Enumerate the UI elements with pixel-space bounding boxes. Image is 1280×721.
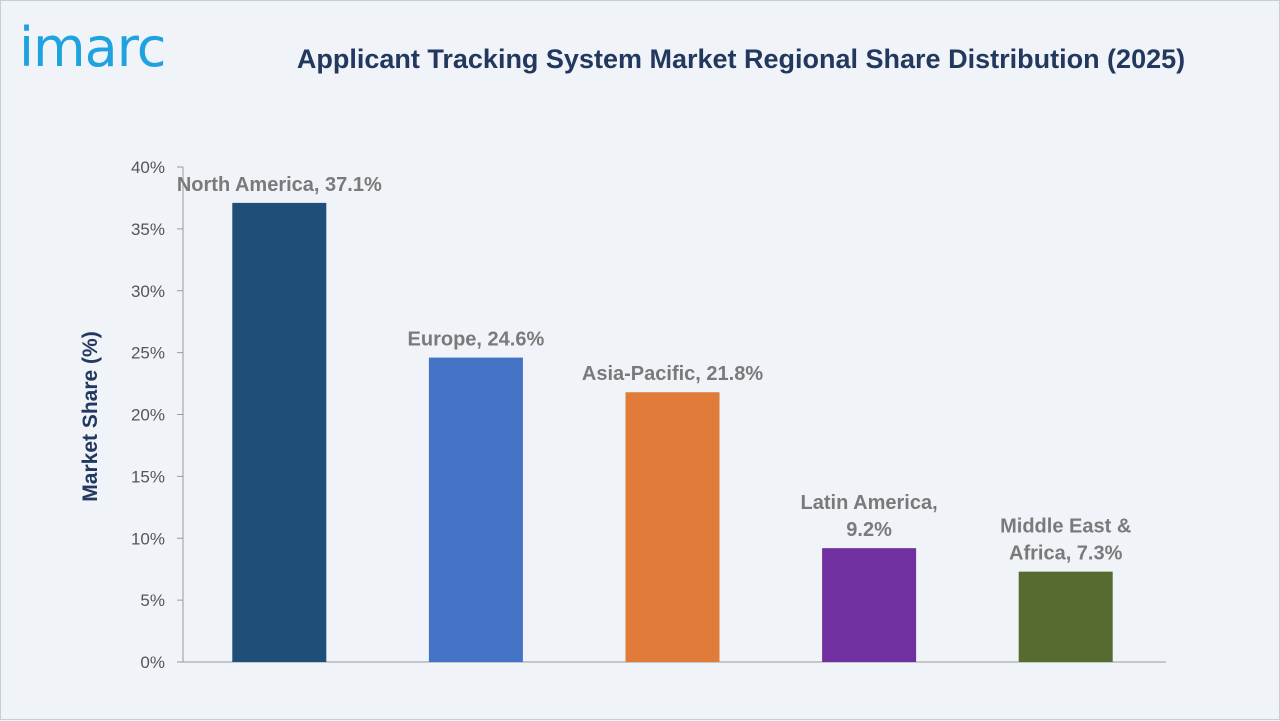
data-label: Europe, 24.6% bbox=[408, 329, 545, 351]
data-label: 9.2% bbox=[846, 519, 892, 541]
data-label: Middle East & bbox=[1000, 516, 1131, 538]
logo-text: imarc bbox=[19, 16, 166, 79]
bar bbox=[232, 202, 327, 662]
y-tick-label: 15% bbox=[131, 467, 165, 486]
y-tick-label: 0% bbox=[140, 653, 165, 672]
chart-title: Applicant Tracking System Market Regiona… bbox=[296, 44, 1186, 74]
y-tick-label: 5% bbox=[140, 591, 165, 610]
y-axis-label: Market Share (%) bbox=[79, 331, 102, 501]
y-tick-label: 35% bbox=[131, 220, 165, 239]
bar bbox=[1018, 571, 1113, 662]
y-tick-label: 20% bbox=[131, 406, 165, 425]
imarc-logo: imarc bbox=[19, 21, 166, 75]
y-tick-label: 30% bbox=[131, 282, 165, 301]
bar bbox=[428, 357, 523, 662]
data-label: Asia-Pacific, 21.8% bbox=[582, 363, 763, 385]
y-tick-label: 40% bbox=[131, 158, 165, 177]
data-label: Latin America, bbox=[801, 492, 938, 514]
bar bbox=[625, 392, 720, 662]
y-tick-label: 25% bbox=[131, 344, 165, 363]
data-label: North America, 37.1% bbox=[177, 174, 382, 196]
bar bbox=[822, 548, 917, 662]
y-tick-label: 10% bbox=[131, 529, 165, 548]
data-label: Africa, 7.3% bbox=[1009, 543, 1123, 565]
